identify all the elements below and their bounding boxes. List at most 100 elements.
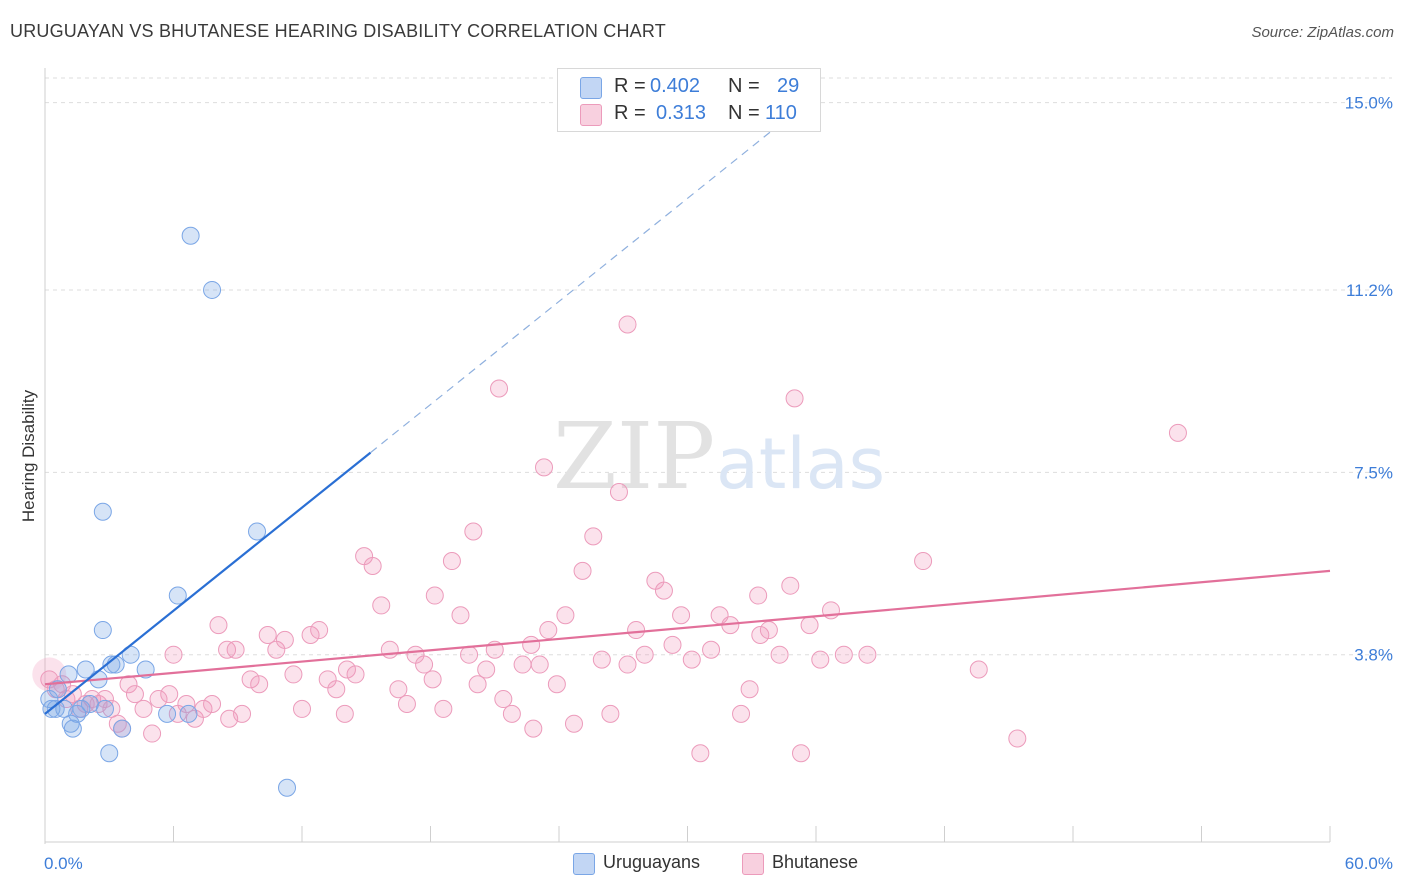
bhutanese-point — [513, 655, 532, 674]
bhutanese-point — [203, 694, 222, 713]
uruguayans-point — [248, 522, 267, 541]
bhutanese-point — [564, 714, 583, 733]
bhutanese-point — [335, 704, 354, 723]
bhutanese-point — [834, 645, 853, 664]
bhutanese-point — [811, 650, 830, 669]
bhutanese-point — [702, 640, 721, 659]
bhutanese-point — [522, 635, 541, 654]
bhutanese-point — [490, 379, 509, 398]
bhutanese-point — [672, 606, 691, 625]
bhutanese-point — [751, 625, 770, 644]
bhutanese-point — [310, 621, 329, 640]
source-label: Source: ZipAtlas.com — [1251, 24, 1394, 41]
legend-n-label: N = — [728, 75, 760, 97]
bhutanese-point — [494, 690, 513, 709]
bhutanese-point — [143, 724, 162, 743]
bhutanese-point — [770, 645, 789, 664]
bhutanese-point — [732, 704, 751, 723]
bhutanese-point — [584, 527, 603, 546]
watermark: ZIP atlas — [553, 403, 885, 510]
bhutanese-point — [250, 675, 269, 694]
bhutanese-point — [969, 660, 988, 679]
bhutanese-point — [241, 670, 260, 689]
legend-r-value: 0.313 — [656, 102, 707, 124]
uruguayans-point — [102, 655, 121, 674]
bhutanese-point — [800, 616, 819, 635]
legend-r-label: R = — [614, 75, 646, 97]
bhutanese-point — [284, 665, 303, 684]
bhutanese-point — [749, 586, 768, 605]
y-tick-label: 3.8% — [1354, 646, 1393, 665]
bhutanese-point — [327, 680, 346, 699]
bhutanese-point — [397, 694, 416, 713]
bhutanese-point — [464, 522, 483, 541]
trendlines — [44, 112, 1331, 715]
bhutanese-point — [337, 660, 356, 679]
legend-label-bhutanese: Bhutanese — [772, 852, 859, 872]
uruguayans-point — [72, 699, 91, 718]
uruguayans-point — [106, 655, 125, 674]
bhutanese-point — [468, 675, 487, 694]
bhutanese-point — [220, 709, 239, 728]
uruguayans-point — [136, 660, 155, 679]
bhutanese-point — [1168, 423, 1187, 442]
bhutanese-point — [858, 645, 877, 664]
legend-swatch-pink — [580, 104, 602, 126]
bhutanese-trendline — [44, 569, 1331, 686]
bhutanese-point — [380, 640, 399, 659]
bhutanese-point — [423, 670, 442, 689]
chart-title: URUGUAYAN VS BHUTANESE HEARING DISABILIT… — [10, 21, 666, 41]
uruguayans-point — [59, 665, 78, 684]
bhutanese-point — [792, 744, 811, 763]
bhutanese-point — [592, 650, 611, 669]
uruguayans-point — [158, 704, 177, 723]
y-axis-label: Hearing Disability — [19, 389, 38, 522]
bhutanese-point — [781, 576, 800, 595]
watermark-atlas: atlas — [716, 423, 885, 505]
bhutanese-point — [160, 685, 179, 704]
bhutanese-point — [691, 744, 710, 763]
bhutanese-point — [573, 561, 592, 580]
watermark-zip: ZIP — [553, 403, 715, 510]
legend-label-uruguayans: Uruguayans — [603, 852, 701, 872]
bhutanese-point — [618, 315, 637, 334]
bhutanese-point — [346, 665, 365, 684]
y-tick-label: 7.5% — [1354, 463, 1393, 482]
y-tick-label: 11.2% — [1346, 281, 1393, 300]
uruguayans-point — [63, 719, 82, 738]
x-tick-label-min: 0.0% — [44, 854, 83, 873]
uruguayans-point — [80, 694, 99, 713]
uruguayans-trendline-extension — [370, 112, 795, 454]
bhutanese-point — [372, 596, 391, 615]
bhutanese-point — [442, 552, 461, 571]
uruguayans-point — [168, 586, 187, 605]
bhutanese-point — [609, 483, 628, 502]
bhutanese-point — [663, 635, 682, 654]
uruguayans-point — [76, 660, 95, 679]
bhutanese-point — [209, 616, 228, 635]
bhutanese-point — [434, 699, 453, 718]
bhutanese-point — [425, 586, 444, 605]
legend-r-label: R = — [614, 102, 646, 124]
bhutanese-point — [535, 458, 554, 477]
uruguayans-points — [40, 226, 297, 797]
uruguayans-trendline — [44, 451, 372, 715]
bhutanese-point — [740, 680, 759, 699]
uruguayans-point — [48, 680, 67, 699]
y-tick-label: 15.0% — [1345, 94, 1393, 113]
legend-n-value: 110 — [765, 102, 797, 124]
legend-swatch-blue — [573, 853, 595, 875]
bhutanese-point — [682, 650, 701, 669]
bhutanese-point — [149, 690, 168, 709]
legend-n-value: 29 — [777, 75, 800, 97]
bhutanese-point — [275, 630, 294, 649]
uruguayans-point — [93, 502, 112, 521]
bhutanese-point — [627, 621, 646, 640]
gridlines — [45, 77, 1392, 656]
uruguayans-point — [93, 621, 112, 640]
bhutanese-point — [601, 704, 620, 723]
bhutanese-point — [785, 389, 804, 408]
bhutanese-point — [635, 645, 654, 664]
bhutanese-point — [119, 675, 138, 694]
